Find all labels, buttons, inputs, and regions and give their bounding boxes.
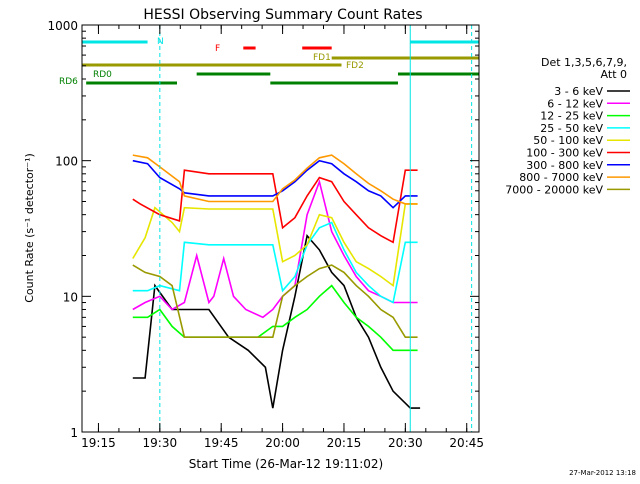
legend-label-4: 50 - 100 keV xyxy=(533,134,603,147)
x-tick-label-6: 20:45 xyxy=(449,436,484,450)
series-line-8 xyxy=(132,264,418,339)
chart-title: HESSI Observing Summary Count Rates xyxy=(143,7,422,23)
legend-label-5: 100 - 300 keV xyxy=(526,147,603,160)
y-tick-label-0: 1 xyxy=(70,426,78,440)
series-line-5 xyxy=(132,169,418,244)
legend-label-6: 300 - 800 keV xyxy=(526,159,603,172)
timestamp: 27-Mar-2012 13:18 xyxy=(569,469,636,477)
x-tick-label-2: 19:45 xyxy=(204,436,239,450)
x-tick-label-5: 20:30 xyxy=(388,436,423,450)
legend-label-3: 25 - 50 keV xyxy=(540,122,603,135)
series-line-4 xyxy=(132,203,418,288)
annotation-fd1: FD1 xyxy=(313,53,331,63)
plot-frame xyxy=(81,24,480,433)
series-line-2 xyxy=(132,284,418,352)
x-tick-label-4: 20:15 xyxy=(327,436,362,450)
y-tick-label-1: 10 xyxy=(63,290,78,304)
legend-label-1: 6 - 12 keV xyxy=(547,97,603,110)
y-axis-label: Count Rate (s⁻¹ detector⁻¹) xyxy=(23,153,36,303)
series-line-0 xyxy=(132,233,421,409)
legend-label-8: 7000 - 20000 keV xyxy=(505,183,603,196)
annotation-f: F xyxy=(215,44,220,54)
annotation-rd0: RD0 xyxy=(93,70,112,80)
legend-title-line-1: Det 1,3,5,6,7,9, xyxy=(541,56,627,69)
x-axis-label: Start Time (26-Mar-12 19:11:02) xyxy=(189,457,383,471)
legend-title-line-2: Att 0 xyxy=(601,68,627,81)
legend-label-0: 3 - 6 keV xyxy=(554,85,603,98)
legend-label-2: 12 - 25 keV xyxy=(540,110,603,123)
series-line-7 xyxy=(132,154,418,205)
y-tick-label-3: 1000 xyxy=(47,19,78,33)
x-tick-label-1: 19:30 xyxy=(143,436,178,450)
legend-label-7: 800 - 7000 keV xyxy=(519,171,603,184)
x-tick-label-3: 20:00 xyxy=(265,436,300,450)
annotation-n: N xyxy=(157,37,164,47)
annotation-fd2: FD2 xyxy=(346,61,364,71)
series-line-1 xyxy=(132,178,418,319)
series-line-6 xyxy=(132,159,418,209)
y-tick-label-2: 100 xyxy=(55,155,78,169)
annotation-rd6: RD6 xyxy=(59,77,78,87)
series-line-3 xyxy=(132,221,418,304)
x-tick-label-0: 19:15 xyxy=(81,436,116,450)
